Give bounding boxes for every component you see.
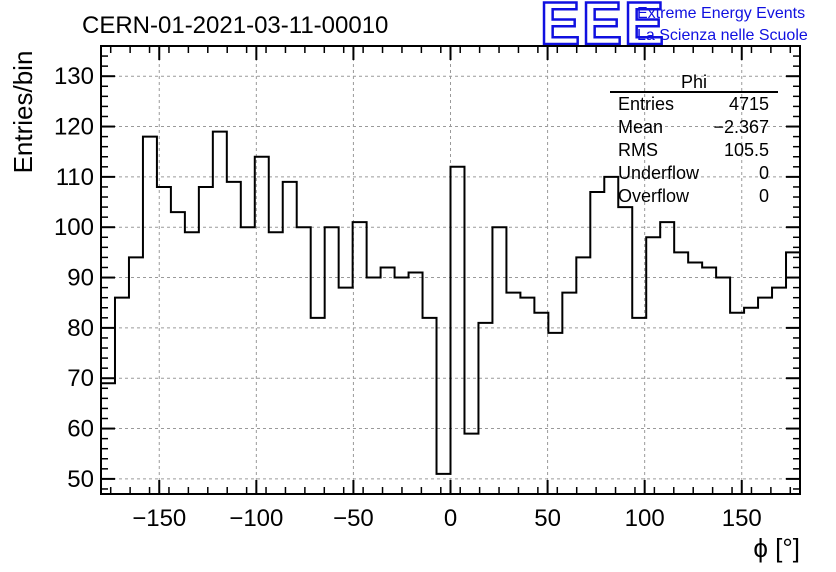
y-tick-label: 110 [56,164,94,191]
histogram-bin [506,293,520,494]
histogram-bin [199,187,213,494]
histogram-bin [646,237,660,494]
x-tick-label: 100 [625,505,665,532]
histogram-bin [409,273,423,494]
histogram-bin [129,257,143,494]
histogram-bin [255,157,269,494]
y-tick-label: 50 [67,466,94,493]
y-tick-label: 70 [67,365,94,392]
logo-line-2: La Scienza nelle Scuole [637,27,808,44]
histogram-bin [171,212,185,494]
logo-line-1: Extreme Energy Events [637,5,805,22]
histogram-bin [534,313,548,494]
histogram-bin [437,474,451,494]
stat-value-overflow: 0 [759,186,769,206]
histogram-series [101,130,800,494]
stat-label-overflow: Overflow [618,186,690,206]
histogram-bin [423,318,437,494]
histogram-bin [758,298,772,494]
x-tick-label: 50 [534,505,561,532]
histogram-bin [618,207,632,494]
stats-box-name: Phi [681,72,707,92]
histogram-bin [297,227,311,494]
histogram-bin [241,227,255,494]
histogram-bin [688,262,702,494]
y-tick-label: 80 [67,315,94,342]
histogram-bin [227,182,241,494]
x-tick-label: −100 [229,505,283,532]
histogram-bin [339,288,353,494]
histogram-bin [576,257,590,494]
histogram-bin [604,177,618,494]
histogram-bin [269,232,283,494]
histogram-bin [115,298,129,494]
histogram-bin [367,278,381,494]
histogram-bin [660,222,674,494]
stat-value-mean: −2.367 [713,117,769,137]
histogram-bin [478,323,492,494]
histogram-bin [730,313,744,494]
histogram-bin [772,288,786,494]
y-tick-label: 120 [54,114,94,141]
x-tick-label: −150 [132,505,186,532]
tick-labels: −150 −100 −50 0 50 100 150 50 60 70 80 90 100 110 120 1… [54,63,762,532]
histogram-bin [492,227,506,494]
histogram-bin [562,293,576,494]
histogram-bin [464,434,478,494]
stat-value-rms: 105.5 [724,140,769,160]
eee-logo: EEE Extreme Energy Events La Scienza nel… [539,0,808,58]
histogram-bin [451,167,465,494]
histogram-bin [395,278,409,494]
histogram-bin [590,192,604,494]
stats-box: Phi Entries 4715 Mean −2.367 RMS 105.5 U… [610,72,778,206]
y-axis-label: Entries/bin [8,51,38,174]
histogram-bin [185,232,199,494]
y-tick-label: 60 [67,416,94,443]
histogram-bin [674,252,688,494]
x-tick-label: 150 [722,505,762,532]
histogram-step-line [101,130,800,475]
histogram-bin [353,222,367,494]
histogram-bin [143,137,157,494]
x-tick-label: −50 [333,505,374,532]
histogram-bin [213,132,227,494]
histogram-bin [283,182,297,494]
histogram-bin [632,318,646,494]
axis-ticks [101,46,800,494]
x-axis-label: ϕ [°] [753,533,800,563]
stat-value-underflow: 0 [759,163,769,183]
y-tick-label: 100 [54,214,94,241]
histogram-bin [786,252,800,494]
stat-label-entries: Entries [618,94,674,114]
stat-label-mean: Mean [618,117,663,137]
stat-value-entries: 4715 [729,94,769,114]
histogram-bin [520,298,534,494]
histogram-bin [548,333,562,494]
histogram-bin [744,308,758,494]
histogram-bin [325,227,339,494]
chart-title: CERN-01-2021-03-11-00010 [82,12,388,39]
histogram-bin [311,318,325,494]
stat-label-underflow: Underflow [618,163,700,183]
y-tick-label: 130 [54,63,94,90]
histogram-bin [381,267,395,494]
histogram-bin [702,267,716,494]
y-tick-label: 90 [67,265,94,292]
histogram-bin [716,278,730,494]
stat-label-rms: RMS [618,140,658,160]
histogram-bin [157,187,171,494]
x-tick-label: 0 [444,505,457,532]
